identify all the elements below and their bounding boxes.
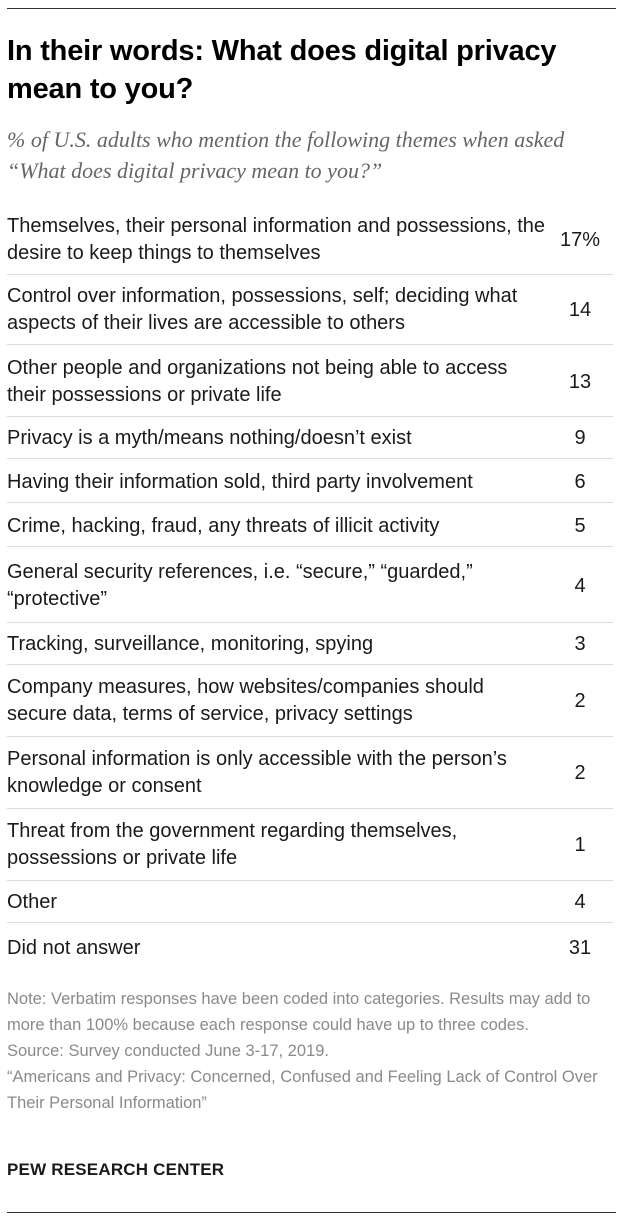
note-text: Note: Verbatim responses have been coded… bbox=[7, 990, 591, 1034]
notes-block: Note: Verbatim responses have been coded… bbox=[7, 986, 619, 1116]
row-label: Having their information sold, third par… bbox=[7, 470, 473, 493]
chart-subtitle: % of U.S. adults who mention the followi… bbox=[7, 127, 565, 183]
row-label: Other people and organizations not being… bbox=[7, 357, 508, 406]
table-row: Having their information sold, third par… bbox=[7, 462, 613, 503]
table-row: Privacy is a myth/means nothing/doesn’t … bbox=[7, 418, 613, 459]
row-value: 31 bbox=[568, 936, 592, 959]
row-label: Themselves, their personal information a… bbox=[7, 215, 546, 264]
row-label: Personal information is only accessible … bbox=[7, 748, 507, 797]
table-row: Company measures, how websites/companies… bbox=[7, 666, 613, 737]
row-value: 4 bbox=[574, 890, 586, 913]
row-label: General security references, i.e. “secur… bbox=[7, 561, 473, 610]
table-row: Themselves, their personal information a… bbox=[7, 206, 613, 275]
row-value: 2 bbox=[574, 689, 586, 712]
row-label: Control over information, possessions, s… bbox=[7, 285, 518, 334]
table-row: General security references, i.e. “secur… bbox=[7, 550, 613, 623]
brand-logo-text: PEW RESEARCH CENTER bbox=[7, 1160, 225, 1179]
row-value: 13 bbox=[568, 370, 592, 393]
table-row: Other 4 bbox=[7, 882, 613, 923]
source-text: Source: Survey conducted June 3-17, 2019… bbox=[7, 1042, 329, 1060]
row-value: 6 bbox=[574, 470, 586, 493]
row-value: 4 bbox=[574, 574, 586, 597]
table-row: Crime, hacking, fraud, any threats of il… bbox=[7, 506, 613, 547]
row-value: 1 bbox=[574, 833, 586, 856]
row-label: Did not answer bbox=[7, 936, 141, 959]
table-row: Tracking, surveillance, monitoring, spyi… bbox=[7, 624, 613, 665]
row-label: Other bbox=[7, 890, 58, 913]
table-row: Threat from the government regarding the… bbox=[7, 810, 613, 881]
table-row: Control over information, possessions, s… bbox=[7, 276, 613, 345]
row-value: 2 bbox=[574, 761, 586, 784]
row-label: Tracking, surveillance, monitoring, spyi… bbox=[7, 632, 374, 655]
table-row: Other people and organizations not being… bbox=[7, 348, 613, 417]
report-title: “Americans and Privacy: Concerned, Confu… bbox=[7, 1068, 598, 1112]
row-label: Threat from the government regarding the… bbox=[7, 820, 458, 869]
row-value: 14 bbox=[568, 298, 592, 321]
row-value: 17% bbox=[559, 228, 601, 251]
row-value: 5 bbox=[574, 514, 586, 537]
chart-title: In their words: What does digital privac… bbox=[7, 35, 557, 105]
row-label: Privacy is a myth/means nothing/doesn’t … bbox=[7, 426, 412, 449]
top-rule bbox=[7, 8, 616, 9]
table-row: Personal information is only accessible … bbox=[7, 738, 613, 809]
row-value: 9 bbox=[574, 426, 586, 449]
row-label: Company measures, how websites/companies… bbox=[7, 676, 484, 725]
table-row: Did not answer 31 bbox=[7, 926, 613, 970]
bottom-rule bbox=[7, 1212, 616, 1213]
row-label: Crime, hacking, fraud, any threats of il… bbox=[7, 514, 440, 537]
row-value: 3 bbox=[574, 632, 586, 655]
